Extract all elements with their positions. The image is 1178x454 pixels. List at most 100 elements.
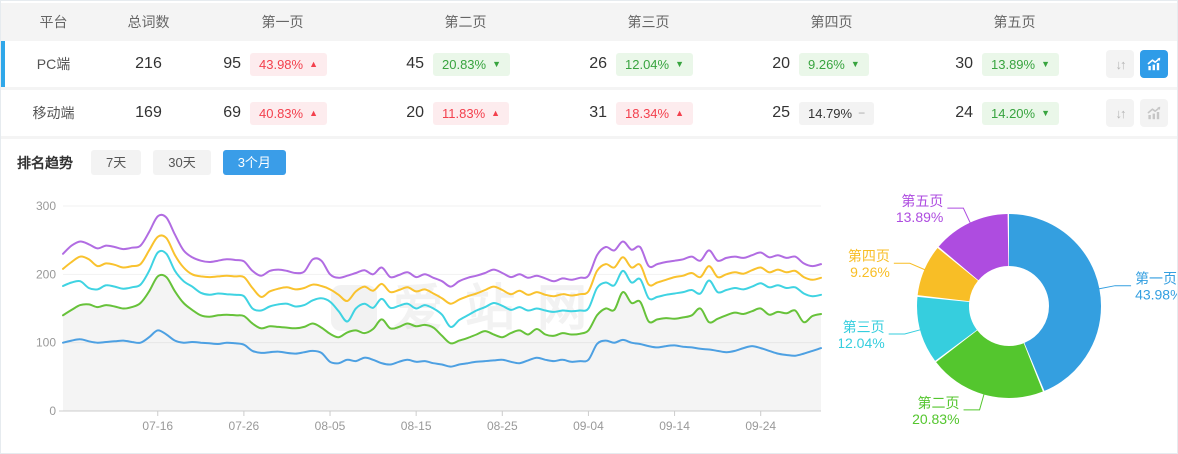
y-axis-label: 100 — [36, 336, 56, 350]
donut-label-line — [947, 207, 972, 225]
donut-slice-0[interactable] — [917, 214, 1101, 398]
platform-label: 移动端 — [32, 105, 75, 121]
donut-slice-1[interactable] — [917, 214, 1101, 398]
col-platform: 平台 — [39, 14, 68, 30]
x-axis-label: 07-16 — [142, 419, 173, 433]
page3-count: 26 — [589, 55, 607, 72]
trend-arrow-icon: ▼ — [1041, 58, 1051, 69]
page4-cell: 25 14.79% − — [740, 101, 923, 125]
page3-pct-badge: 18.34% ▲ — [616, 101, 694, 125]
line-series-2[interactable] — [62, 249, 822, 328]
line-series-1[interactable] — [62, 273, 822, 345]
page4-cell: 20 9.26% ▼ — [740, 52, 923, 76]
tab-3-months[interactable]: 3个月 — [222, 150, 286, 175]
sort-arrows-icon: ↓↑ — [1115, 56, 1127, 72]
x-axis-label: 09-04 — [573, 419, 604, 433]
col-page-5: 第五页 — [993, 14, 1036, 30]
trend-arrow-icon: ▼ — [850, 58, 860, 69]
col-page-1: 第一页 — [261, 14, 304, 30]
total-words-value: 169 — [135, 104, 162, 121]
page4-pct-badge: 14.79% − — [799, 101, 875, 125]
page5-count: 30 — [955, 55, 973, 72]
table-row-pc[interactable]: PC端 216 95 43.98% ▲ 45 20.83% ▼ 26 12.04% ▼… — [1, 41, 1177, 90]
sort-arrows-icon: ↓↑ — [1115, 105, 1127, 121]
y-axis-label: 200 — [36, 267, 56, 281]
trend-arrow-icon: ▼ — [492, 58, 502, 69]
y-axis-label: 300 — [36, 199, 56, 213]
table-header: 平台 总词数 第一页 第二页 第三页 第四页 第五页 — [1, 3, 1177, 41]
show-trend-chart-button[interactable] — [1140, 50, 1168, 78]
page1-cell: 69 40.83% ▲ — [191, 101, 374, 125]
line-series-3[interactable] — [62, 234, 822, 305]
page1-cell: 95 43.98% ▲ — [191, 52, 374, 76]
trend-arrow-icon: ▲ — [491, 107, 501, 118]
page5-pct-badge: 14.20% ▼ — [982, 101, 1060, 125]
x-axis-label: 08-05 — [315, 419, 346, 433]
page3-cell: 26 12.04% ▼ — [557, 52, 740, 76]
page2-pct-badge: 20.83% ▼ — [433, 52, 511, 76]
donut-label-value: 20.83% — [912, 411, 959, 427]
trend-chart-icon — [1147, 106, 1161, 120]
page2-pct-badge: 11.83% ▲ — [433, 101, 510, 125]
page2-count: 20 — [406, 104, 424, 121]
donut-label-name: 第二页 — [918, 395, 960, 411]
donut-label-name: 第三页 — [843, 319, 885, 335]
donut-label-line — [893, 262, 927, 271]
page3-cell: 31 18.34% ▲ — [557, 101, 740, 125]
rank-trend-line-chart[interactable]: 0 100 200 300 07-16 07-26 08-05 08-15 08-25 09-04… — [1, 191, 841, 454]
donut-label-value: 13.89% — [896, 209, 943, 225]
page4-count: 20 — [772, 55, 790, 72]
col-page-3: 第三页 — [627, 14, 670, 30]
trend-chart-icon — [1147, 57, 1161, 71]
page5-cell: 24 14.20% ▼ — [923, 101, 1106, 125]
page2-cell: 20 11.83% ▲ — [374, 101, 557, 125]
page3-count: 31 — [589, 104, 607, 121]
donut-label-value: 43.98% — [1135, 287, 1177, 303]
page4-pct-badge: 9.26% ▼ — [799, 52, 869, 76]
trend-section-header: 排名趋势 7天 30天 3个月 — [17, 150, 286, 175]
col-total-words: 总词数 — [127, 14, 170, 30]
trend-arrow-icon: ▲ — [309, 107, 319, 118]
donut-label-name: 第一页 — [1135, 271, 1177, 287]
trend-section-title: 排名趋势 — [17, 154, 73, 171]
sort-compare-button[interactable]: ↓↑ — [1106, 99, 1134, 127]
tab-7-days[interactable]: 7天 — [91, 150, 142, 175]
table-row-mobile[interactable]: 移动端 169 69 40.83% ▲ 20 11.83% ▲ 31 18.34% ▲… — [1, 90, 1177, 139]
x-axis-label: 07-26 — [229, 419, 260, 433]
x-axis-label: 09-14 — [659, 419, 690, 433]
sort-compare-button[interactable]: ↓↑ — [1106, 50, 1134, 78]
col-page-4: 第四页 — [810, 14, 853, 30]
trend-arrow-icon: ▲ — [309, 58, 319, 69]
page2-count: 45 — [406, 55, 424, 72]
page2-cell: 45 20.83% ▼ — [374, 52, 557, 76]
trend-arrow-icon: ▼ — [675, 58, 685, 69]
tab-30-days[interactable]: 30天 — [153, 150, 211, 175]
donut-label-line — [1097, 285, 1132, 290]
y-axis-label: 0 — [49, 404, 56, 418]
page5-count: 24 — [955, 104, 973, 121]
platform-label: PC端 — [36, 56, 71, 72]
donut-label-name: 第五页 — [901, 193, 943, 209]
page1-pct-badge: 43.98% ▲ — [250, 52, 328, 76]
x-axis-label: 08-15 — [401, 419, 432, 433]
page4-count: 25 — [772, 104, 790, 121]
x-axis-label: 09-24 — [745, 419, 776, 433]
donut-label-value: 9.26% — [850, 264, 890, 280]
donut-label-line — [888, 328, 923, 335]
page3-pct-badge: 12.04% ▼ — [616, 52, 694, 76]
donut-label-line — [963, 392, 985, 411]
trend-arrow-icon: − — [858, 106, 866, 120]
area-fill — [63, 274, 821, 411]
line-series-4[interactable] — [62, 213, 822, 288]
x-axis-label: 08-25 — [487, 419, 518, 433]
donut-label-value: 12.04% — [839, 335, 885, 351]
donut-slice-2[interactable] — [917, 214, 1101, 398]
line-series-0[interactable] — [62, 329, 822, 368]
trend-arrow-icon: ▼ — [1041, 107, 1051, 118]
show-trend-chart-button[interactable] — [1140, 99, 1168, 127]
total-words-value: 216 — [135, 55, 162, 72]
page1-count: 69 — [223, 104, 241, 121]
page5-pct-badge: 13.89% ▼ — [982, 52, 1060, 76]
